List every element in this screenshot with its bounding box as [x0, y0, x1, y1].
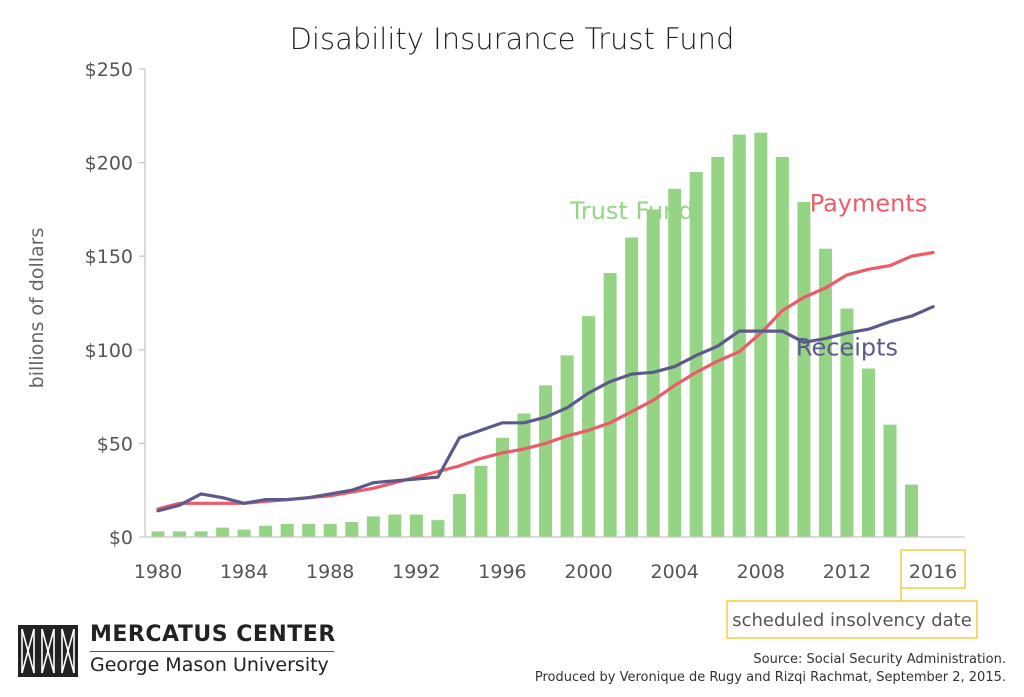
trust-fund-bar	[474, 465, 488, 537]
trust-fund-bar	[366, 516, 380, 537]
payments-series-label: Payments	[810, 189, 928, 217]
receipts-line	[156, 305, 935, 513]
trust-fund-bar	[302, 523, 316, 537]
trust-fund-bar	[237, 529, 251, 537]
x-tick-label: 1988	[306, 561, 354, 583]
trust-fund-bar	[732, 134, 746, 537]
trust-fund-bar	[905, 484, 919, 537]
trust-fund-bar	[194, 531, 208, 537]
trust-fund-bar	[173, 531, 187, 537]
x-tick-label: 2008	[737, 561, 785, 583]
y-axis-label: billions of dollars	[26, 227, 48, 389]
trust-fund-bar	[668, 188, 682, 538]
trust-fund-bar	[539, 385, 553, 537]
trust-fund-bar	[775, 156, 789, 537]
trust-fund-bar	[280, 523, 294, 537]
trust-fund-bar	[625, 237, 639, 538]
org-subtitle: George Mason University	[90, 654, 329, 676]
source-note: Source: Social Security Administration. …	[535, 651, 1006, 687]
x-tick-label: 2004	[651, 561, 699, 583]
trust-fund-bar	[517, 413, 531, 537]
source-line: Source: Social Security Administration.	[753, 652, 1006, 667]
trust-fund-bar	[495, 437, 509, 537]
trust-fund-bar	[452, 493, 466, 537]
trust-fund-bar	[797, 201, 811, 538]
x-tick-label: 1992	[392, 561, 440, 583]
org-name: MERCATUS CENTER	[90, 622, 336, 647]
trust-fund-bar	[216, 527, 230, 537]
y-tick-label: $0	[109, 527, 133, 549]
y-tick-label: $100	[85, 340, 133, 362]
y-tick-label: $200	[85, 153, 133, 175]
x-tick-label: 1996	[478, 561, 526, 583]
x-tick-label: 2016	[909, 561, 957, 583]
credit-line: Produced by Veronique de Rugy and Rizqi …	[534, 670, 1006, 685]
trust-fund-bar	[603, 273, 617, 537]
chart-title: Disability Insurance Trust Fund	[289, 22, 735, 56]
x-tick-label: 2000	[564, 561, 612, 583]
trust-fund-bar	[409, 514, 423, 537]
x-tick-label: 2012	[823, 561, 871, 583]
trust-fund-bar	[861, 368, 875, 537]
receipts-series-label: Receipts	[796, 333, 898, 361]
mercatus-logo-icon	[18, 625, 78, 677]
x-tick-label: 1984	[220, 561, 268, 583]
x-tick-label: 1980	[134, 561, 182, 583]
trust-fund-bar	[883, 424, 897, 537]
trust-fund-bar	[388, 514, 402, 537]
trust-fund-bar	[818, 248, 832, 537]
trust-fund-bar	[840, 308, 854, 537]
trust-fund-bar	[582, 316, 596, 537]
annotation-text: scheduled insolvency date	[732, 610, 972, 631]
y-tick-label: $150	[85, 246, 133, 268]
y-tick-label: $250	[85, 59, 133, 81]
logo-divider	[90, 651, 334, 652]
trust-fund-bar	[323, 523, 337, 537]
trust-fund-bar	[259, 525, 273, 537]
trust-fund-series-label: Trust Fund	[569, 197, 694, 225]
trust-fund-bar	[560, 355, 574, 537]
trust-fund-bar	[345, 522, 359, 537]
insolvency-year-highlight	[900, 549, 966, 589]
trust-fund-bar	[431, 520, 445, 537]
trust-fund-bar	[151, 531, 165, 537]
y-tick-label: $50	[97, 433, 133, 455]
annotation-box	[726, 600, 978, 639]
